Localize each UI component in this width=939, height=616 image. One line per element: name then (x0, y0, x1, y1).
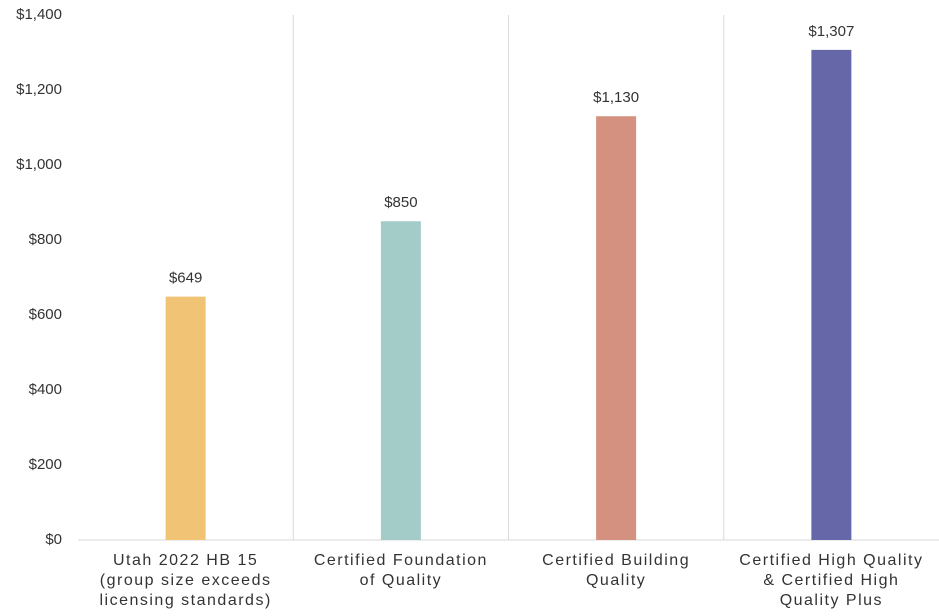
bar (596, 116, 637, 540)
x-tick-label: Certified High Quality & Certified High … (739, 552, 924, 609)
data-label: $649 (169, 270, 202, 287)
bar (165, 296, 206, 540)
bar (811, 49, 852, 540)
data-label: $1,130 (593, 89, 639, 106)
bar (380, 221, 421, 540)
y-tick-label: $600 (29, 306, 62, 323)
data-label: $850 (384, 194, 417, 211)
y-tick-label: $400 (29, 381, 62, 398)
x-tick-label: Certified Building Quality (542, 552, 691, 589)
x-tick-label: Utah 2022 HB 15 (group size exceeds lice… (99, 552, 272, 609)
data-label: $1,307 (808, 23, 854, 40)
y-tick-label: $200 (29, 456, 62, 473)
y-tick-label: $1,400 (16, 6, 62, 23)
y-tick-label: $0 (45, 531, 62, 548)
y-tick-label: $800 (29, 231, 62, 248)
y-tick-label: $1,000 (16, 156, 62, 173)
y-tick-label: $1,200 (16, 81, 62, 98)
x-tick-label: Certified Foundation of Quality (313, 552, 488, 589)
